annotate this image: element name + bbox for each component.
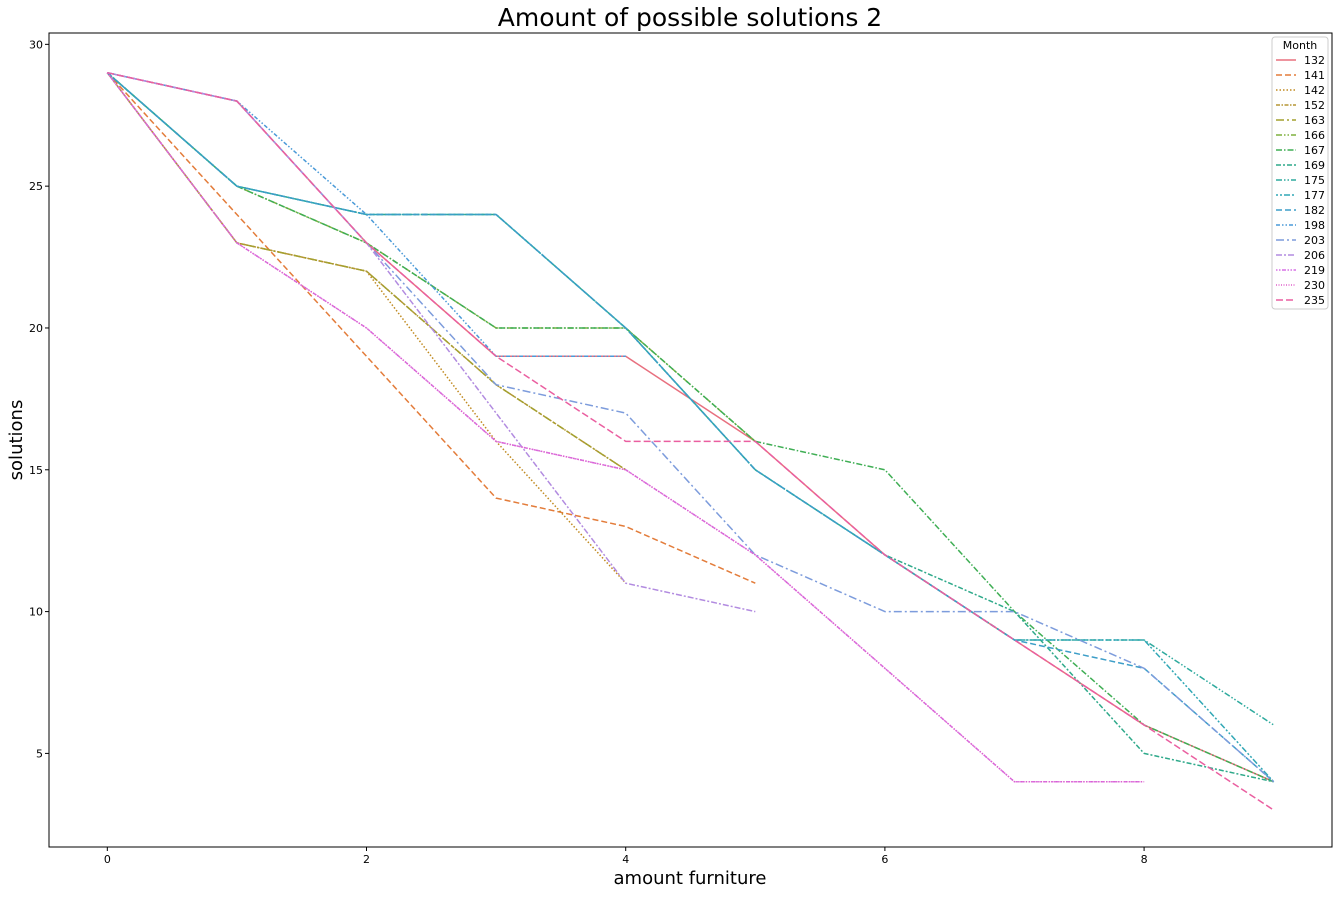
series-line-235 [107, 71, 1275, 811]
y-tick-label: 20 [29, 322, 43, 335]
series-line-167 [106, 72, 1275, 783]
legend-title: Month [1283, 39, 1318, 52]
x-tick-label: 0 [104, 853, 111, 866]
legend: Month 1321411421521631661671691751771821… [1271, 36, 1329, 310]
legend-label-152: 152 [1304, 99, 1325, 112]
y-tick-label: 15 [29, 464, 43, 477]
series-line-141 [106, 72, 756, 584]
x-tick-label: 4 [622, 853, 629, 866]
legend-label-177: 177 [1304, 189, 1325, 202]
legend-label-169: 169 [1304, 159, 1325, 172]
legend-label-203: 203 [1304, 234, 1325, 247]
series-line-230 [106, 72, 1145, 783]
legend-label-141: 141 [1304, 69, 1325, 82]
legend-label-167: 167 [1304, 144, 1325, 157]
y-tick-label: 25 [29, 180, 43, 193]
y-axis: 5 10 15 20 25 30 [29, 38, 49, 760]
chart-title: Amount of possible solutions 2 [498, 3, 882, 32]
series-line-182 [106, 72, 1275, 783]
y-axis-label: solutions [6, 400, 27, 481]
plot-area [106, 71, 1275, 811]
legend-label-235: 235 [1304, 294, 1325, 307]
legend-label-132: 132 [1304, 54, 1325, 67]
x-tick-label: 8 [1141, 853, 1148, 866]
legend-label-142: 142 [1304, 84, 1325, 97]
legend-items: 132 141 142 152 163 166 167 169 175 177 182 198 203 2… [1276, 54, 1325, 307]
y-tick-label: 10 [29, 606, 43, 619]
y-tick-label: 5 [36, 747, 43, 760]
legend-label-198: 198 [1304, 219, 1325, 232]
legend-label-219: 219 [1304, 264, 1325, 277]
x-tick-label: 2 [363, 853, 370, 866]
legend-label-230: 230 [1304, 279, 1325, 292]
series-line-177 [106, 72, 1275, 783]
legend-label-175: 175 [1304, 174, 1325, 187]
legend-label-163: 163 [1304, 114, 1325, 127]
legend-label-182: 182 [1304, 204, 1325, 217]
plot-frame [48, 32, 1333, 848]
x-axis: 0 2 4 6 8 [104, 847, 1148, 866]
y-tick-label: 30 [29, 38, 43, 51]
legend-label-166: 166 [1304, 129, 1325, 142]
x-axis-label: amount furniture [614, 868, 767, 889]
x-tick-label: 6 [881, 853, 888, 866]
legend-label-206: 206 [1304, 249, 1325, 262]
